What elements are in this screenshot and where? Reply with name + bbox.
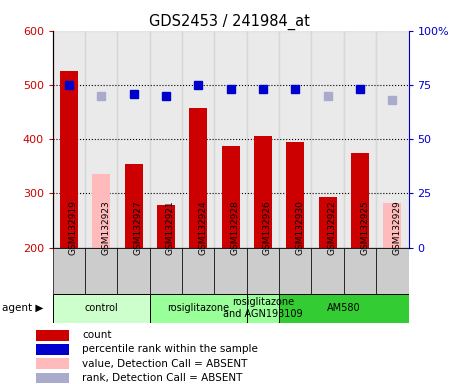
Text: GSM132930: GSM132930 [295,200,304,255]
Bar [36,344,69,355]
Bar [125,164,143,248]
Bar [247,248,279,294]
Text: GSM132927: GSM132927 [134,200,143,255]
Bar [85,248,118,294]
Bar [214,31,247,248]
Text: GSM132919: GSM132919 [69,200,78,255]
Text: agent ▶: agent ▶ [2,303,44,313]
Bar [150,248,182,294]
Text: rosiglitazone
and AGN193109: rosiglitazone and AGN193109 [223,297,303,319]
Bar [214,248,247,294]
Bar [254,136,272,248]
Bar [36,373,69,383]
Bar [150,294,247,323]
Text: value, Detection Call = ABSENT: value, Detection Call = ABSENT [82,359,247,369]
Bar [344,248,376,294]
Text: GSM132921: GSM132921 [166,200,175,255]
Bar [312,31,344,248]
Bar [150,31,182,248]
Bar [53,294,150,323]
Bar [36,330,69,341]
Bar [312,248,344,294]
Bar [92,174,110,248]
Text: AM580: AM580 [327,303,361,313]
Bar [182,31,214,248]
Text: control: control [84,303,118,313]
Text: percentile rank within the sample: percentile rank within the sample [82,344,258,354]
Text: GSM132923: GSM132923 [101,200,110,255]
Bar [36,358,69,369]
Text: GSM132922: GSM132922 [328,200,336,255]
Bar [383,203,401,248]
Bar [319,197,336,248]
Bar [60,71,78,248]
Bar [376,31,409,248]
Bar [286,142,304,248]
Bar [279,248,312,294]
Bar [279,31,312,248]
Text: rank, Detection Call = ABSENT: rank, Detection Call = ABSENT [82,373,242,383]
Bar [53,31,85,248]
Text: count: count [82,330,112,340]
Bar [182,248,214,294]
Text: GSM132926: GSM132926 [263,200,272,255]
Bar [85,31,118,248]
Text: rosiglitazone: rosiglitazone [167,303,230,313]
Text: GSM132929: GSM132929 [392,200,401,255]
Text: GSM132925: GSM132925 [360,200,369,255]
Text: GSM132928: GSM132928 [231,200,240,255]
Bar [344,31,376,248]
Bar [53,248,85,294]
Bar [190,108,207,248]
Bar [247,31,279,248]
Bar [247,294,279,323]
Text: GDS2453 / 241984_at: GDS2453 / 241984_at [149,13,310,30]
Bar [118,248,150,294]
Bar [118,31,150,248]
Text: GSM132924: GSM132924 [198,200,207,255]
Bar [279,294,409,323]
Bar [376,248,409,294]
Bar [157,205,175,248]
Bar [222,146,240,248]
Bar [351,153,369,248]
